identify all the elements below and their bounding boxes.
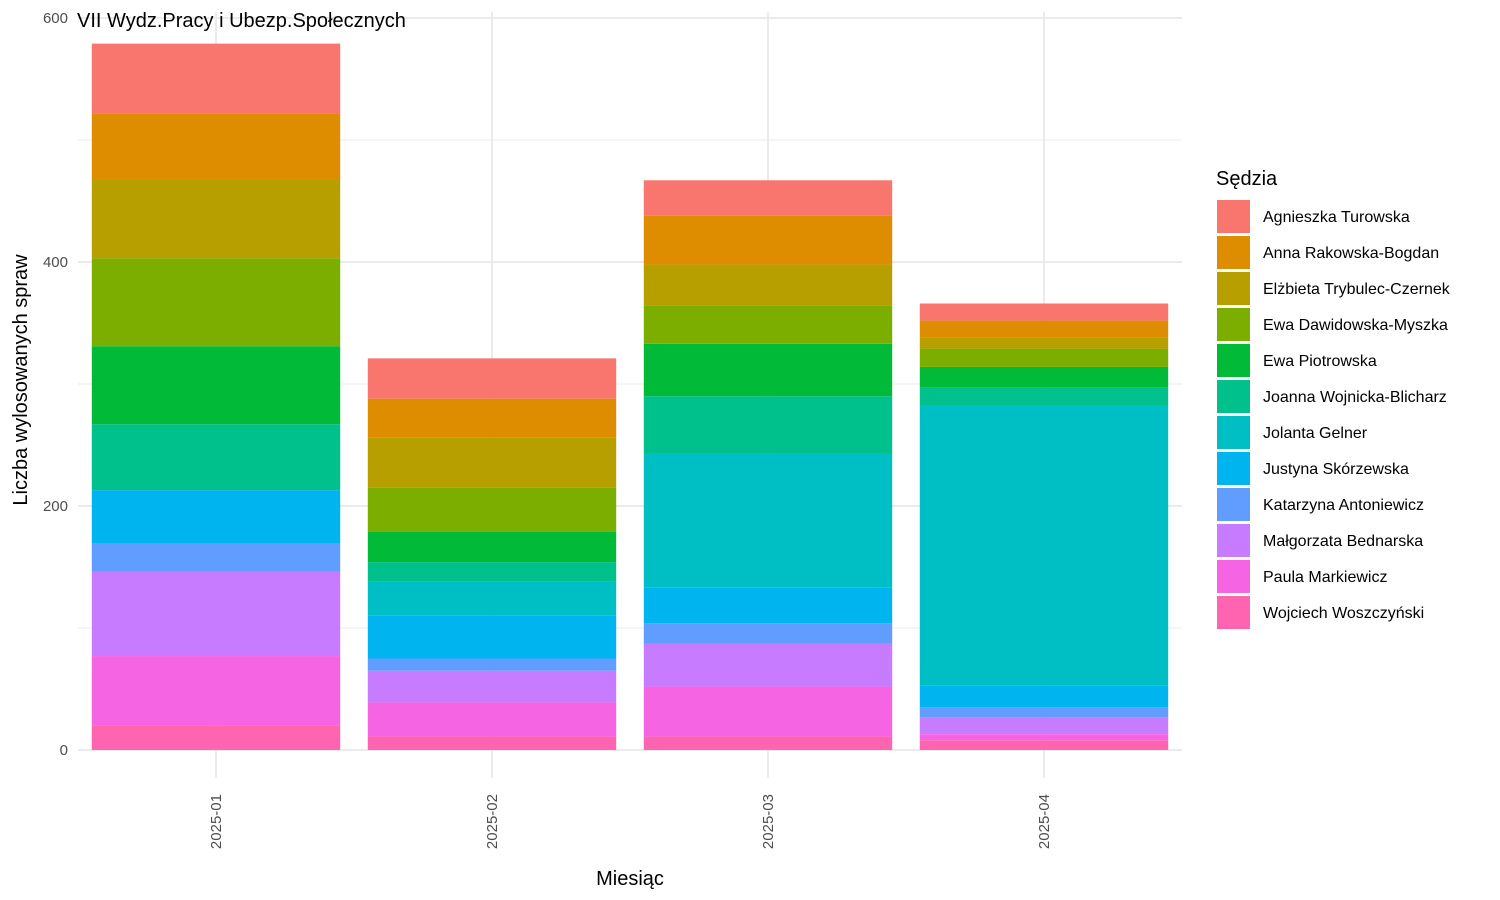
- x-tick-label: 2025-01: [208, 794, 225, 849]
- bar-segment: [91, 543, 341, 572]
- x-tick-label: 2025-02: [484, 794, 501, 849]
- legend-title: Sędzia: [1216, 168, 1278, 190]
- x-axis-title: Miesiąc: [596, 868, 664, 890]
- legend-label: Joanna Wojnicka-Blicharz: [1263, 389, 1447, 406]
- bar-segment: [919, 320, 1169, 338]
- bar-segment: [91, 656, 341, 726]
- bar-segment: [643, 343, 893, 397]
- bar-segment: [91, 490, 341, 544]
- bar-segment: [367, 562, 617, 582]
- legend-swatch: [1217, 596, 1250, 629]
- legend-label: Elżbieta Trybulec-Czernek: [1263, 281, 1451, 298]
- legend-items: Agnieszka Turowska Anna Rakowska-Bogdan El…: [1217, 200, 1451, 629]
- legend-label: Ewa Dawidowska-Myszka: [1263, 317, 1448, 334]
- bar-segment: [91, 258, 341, 347]
- bar-segment: [919, 366, 1169, 388]
- bar-segment: [643, 453, 893, 588]
- y-tick-labels: 0 200 400 600: [43, 10, 68, 759]
- legend-swatch: [1217, 452, 1250, 485]
- legend-label: Małgorzata Bednarska: [1263, 533, 1423, 550]
- bar-segment: [643, 264, 893, 306]
- y-tick-label: 0: [60, 742, 68, 759]
- legend-swatch: [1217, 416, 1250, 449]
- y-tick-label: 400: [43, 254, 68, 271]
- bar-segment: [91, 346, 341, 425]
- bar-segment: [367, 736, 617, 750]
- bar-segment: [643, 396, 893, 454]
- x-tick-labels: 2025-01 2025-02 2025-03 2025-04: [208, 794, 1053, 849]
- bar-segment: [643, 587, 893, 624]
- legend: Sędzia Agnieszka Turowska Anna Rakowska-B…: [1216, 168, 1451, 629]
- bar-segment: [367, 358, 617, 399]
- bar-segment: [91, 43, 341, 114]
- legend-swatch: [1217, 344, 1250, 377]
- legend-label: Agnieszka Turowska: [1263, 209, 1410, 226]
- bar-segment: [367, 487, 617, 532]
- bar-segment: [919, 717, 1169, 735]
- x-tick-label: 2025-03: [760, 794, 777, 849]
- bar-segment: [919, 685, 1169, 708]
- bar-segment: [91, 113, 341, 180]
- legend-swatch: [1217, 272, 1250, 305]
- x-tick-label: 2025-04: [1036, 794, 1053, 849]
- bar-segment: [919, 337, 1169, 349]
- bar-segment: [919, 740, 1169, 750]
- legend-swatch: [1217, 560, 1250, 593]
- bar-segment: [367, 658, 617, 671]
- legend-label: Justyna Skórzewska: [1263, 461, 1409, 478]
- bar-segment: [643, 180, 893, 216]
- bar-segment: [643, 215, 893, 265]
- legend-label: Paula Markiewicz: [1263, 569, 1387, 586]
- bar-segment: [919, 707, 1169, 718]
- bar-segment: [367, 702, 617, 737]
- legend-label: Wojciech Woszczyński: [1263, 605, 1424, 622]
- chart-title: VII Wydz.Pracy i Ubezp.Społecznych: [77, 10, 406, 32]
- bar-segment: [367, 670, 617, 703]
- bar-segment: [367, 531, 617, 563]
- y-tick-label: 600: [43, 10, 68, 27]
- y-tick-label: 200: [43, 498, 68, 515]
- bar-segment: [367, 615, 617, 659]
- bar-segment: [91, 179, 341, 259]
- legend-label: Anna Rakowska-Bogdan: [1263, 245, 1439, 262]
- bar-segment: [91, 571, 341, 657]
- bar-segments: [91, 43, 1169, 750]
- legend-swatch: [1217, 236, 1250, 269]
- bar-segment: [919, 734, 1169, 741]
- legend-label: Jolanta Gelner: [1263, 425, 1368, 442]
- bar-segment: [919, 348, 1169, 367]
- bar-segment: [643, 686, 893, 737]
- bar-segment: [919, 387, 1169, 406]
- bar-segment: [643, 623, 893, 644]
- bar-segment: [643, 643, 893, 687]
- bar-segment: [643, 305, 893, 344]
- bar-segment: [919, 303, 1169, 321]
- bar-segment: [367, 581, 617, 616]
- legend-label: Ewa Piotrowska: [1263, 353, 1377, 370]
- bar-segment: [367, 398, 617, 438]
- y-axis-title: Liczba wylosowanych spraw: [10, 254, 32, 506]
- legend-swatch: [1217, 524, 1250, 557]
- bar-segment: [367, 437, 617, 488]
- legend-label: Katarzyna Antoniewicz: [1263, 497, 1424, 514]
- bar-segment: [91, 424, 341, 491]
- legend-swatch: [1217, 488, 1250, 521]
- legend-swatch: [1217, 200, 1250, 233]
- legend-swatch: [1217, 308, 1250, 341]
- bar-segment: [919, 405, 1169, 686]
- bar-segment: [91, 725, 341, 750]
- bar-segment: [643, 736, 893, 750]
- legend-swatch: [1217, 380, 1250, 413]
